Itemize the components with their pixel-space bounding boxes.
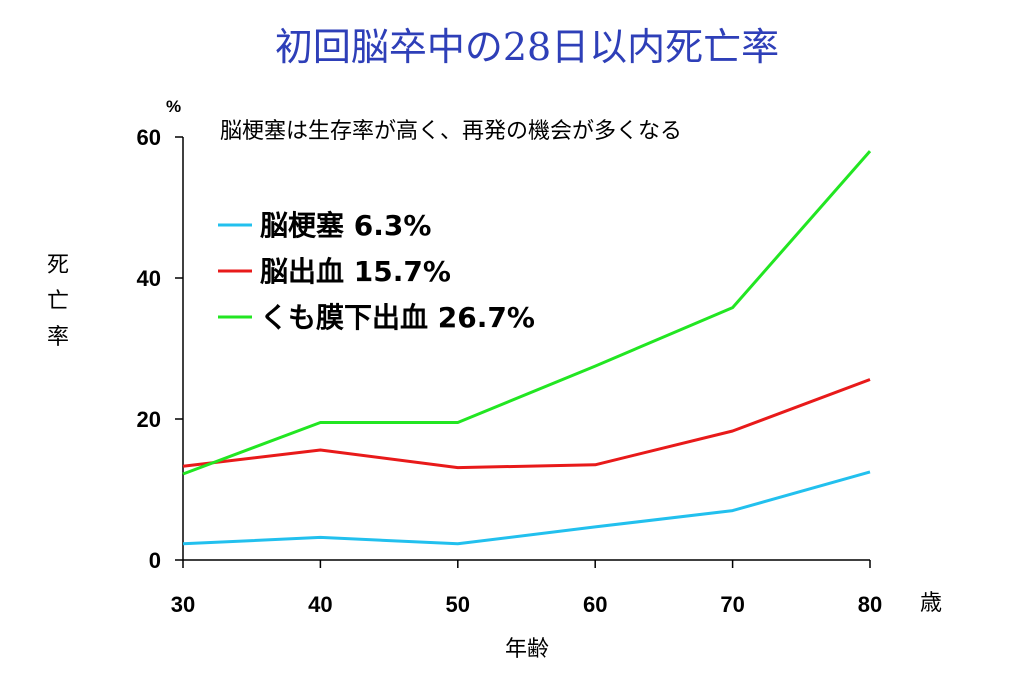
x-tick-label: 80 [858,592,882,617]
x-tick-label: 30 [171,592,195,617]
x-unit-label: 歳 [920,591,942,616]
y-unit-label: % [166,97,181,116]
series-line-脳出血 [182,378,871,470]
legend-label: 脳出血 15.7% [260,255,451,288]
x-axis-label: 年齢 [505,637,549,662]
series-line-脳梗塞 [182,470,871,546]
x-tick-label: 70 [720,592,744,617]
x-tick-label: 40 [308,592,332,617]
legend-label: くも膜下出血 26.7% [260,301,535,334]
x-tick-label: 60 [583,592,607,617]
y-tick-label: 0 [149,548,161,573]
y-tick-label: 20 [137,407,161,432]
series-line-くも膜下出血 [182,150,872,476]
x-tick-label: 50 [446,592,470,617]
chart-subtitle: 脳梗塞は生存率が高く、再発の機会が多くなる [220,119,682,144]
y-axis-label: 死亡率 [47,253,69,350]
y-tick-label: 40 [137,266,161,291]
chart-title: 初回脳卒中の28日以内死亡率 [275,25,779,69]
legend-label: 脳梗塞 6.3% [260,209,431,242]
y-tick-label: 60 [137,125,161,150]
